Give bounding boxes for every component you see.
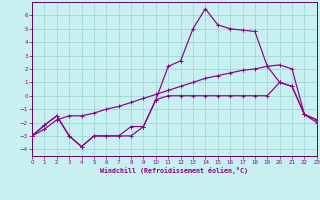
X-axis label: Windchill (Refroidissement éolien,°C): Windchill (Refroidissement éolien,°C) xyxy=(100,167,248,174)
